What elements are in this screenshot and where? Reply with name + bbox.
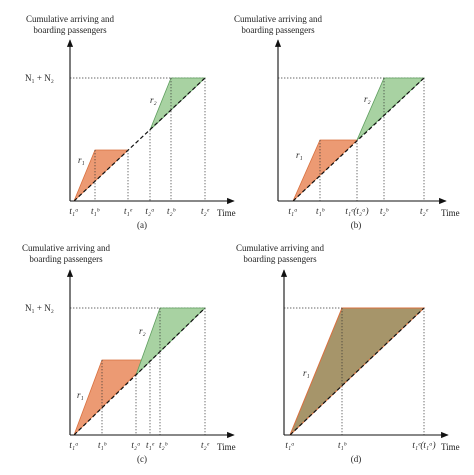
panel-b-ylabel-line2: boarding passengers bbox=[241, 25, 315, 35]
panel-d-r1-label: r₁ bbox=[303, 368, 310, 378]
panel-b-tick-t1a: t₁ᵃ bbox=[288, 206, 297, 216]
panel-a-tick-t1b: t₁ᵇ bbox=[91, 206, 100, 216]
panel-a-caption: (a) bbox=[137, 220, 147, 230]
panel-d-tick-t1e-t1a: t₁ᵉ(t₁ᵃ) bbox=[412, 440, 435, 450]
panel-a-r1-label: r₁ bbox=[78, 155, 85, 165]
panel-a-tick-t2e: t₂ᵉ bbox=[201, 206, 210, 216]
panel-c-tick-t2a: t₂ᵃ bbox=[131, 440, 140, 450]
panel-c: Cumulative arriving and boarding passeng… bbox=[22, 243, 236, 464]
panel-a-ylabel-line2: boarding passengers bbox=[33, 25, 107, 35]
panel-a-green-region bbox=[149, 77, 207, 131]
panel-d-caption: (d) bbox=[351, 454, 362, 464]
panel-a-ylabel-line1: Cumulative arriving and bbox=[26, 14, 114, 24]
panel-b-ylabel-line1: Cumulative arriving and bbox=[234, 14, 322, 24]
panel-d-ylabel-line1: Cumulative arriving and bbox=[236, 243, 324, 253]
panel-b-tick-t1e-t2a: t₁ᵉ(t₂ᵃ) bbox=[345, 206, 368, 216]
panel-c-tick-t1b: t₁ᵇ bbox=[98, 440, 107, 450]
panel-c-time-label: Time bbox=[217, 442, 236, 452]
panel-c-r1-label: r₁ bbox=[77, 390, 84, 400]
panel-b: Cumulative arriving and boarding passeng… bbox=[234, 14, 460, 230]
panel-a-tick-t1e: t₁ᵉ bbox=[124, 206, 133, 216]
panel-d-tick-t1a: t₁ᵃ bbox=[285, 440, 294, 450]
panel-c-n-label: N₁ + N₂ bbox=[25, 303, 54, 313]
panel-d: Cumulative arriving and boarding passeng… bbox=[236, 243, 460, 464]
panel-b-tick-t2e: t₂ᵉ bbox=[420, 206, 429, 216]
panel-a-time-label: Time bbox=[217, 208, 236, 218]
panel-a-r2-label: r₂ bbox=[150, 95, 157, 105]
panel-a-tick-t2a: t₂ᵃ bbox=[145, 206, 154, 216]
panel-a-tick-t2b: t₂ᵇ bbox=[167, 206, 176, 216]
panel-c-r2-label: r₂ bbox=[139, 326, 146, 336]
panel-a-n-label: N₁ + N₂ bbox=[25, 73, 54, 83]
panel-c-ylabel-line1: Cumulative arriving and bbox=[22, 243, 110, 253]
panel-d-time-label: Time bbox=[441, 442, 460, 452]
panel-b-boarding-line bbox=[292, 77, 425, 202]
panel-b-tick-t1b: t₁ᵇ bbox=[316, 206, 325, 216]
panel-b-time-label: Time bbox=[441, 208, 460, 218]
panel-d-boarding-line bbox=[289, 307, 425, 436]
panel-c-ylabel-line2: boarding passengers bbox=[29, 254, 103, 264]
panel-a-tick-t1a: t₁ᵃ bbox=[69, 206, 78, 216]
panel-a: Cumulative arriving and boarding passeng… bbox=[25, 14, 236, 230]
panel-c-tick-t1a: t₁ᵃ bbox=[69, 440, 78, 450]
panel-b-tick-t2b: t₂ᵇ bbox=[380, 206, 389, 216]
panel-d-tick-t1b: t₁ᵇ bbox=[338, 440, 347, 450]
panel-a-boarding-line bbox=[73, 77, 206, 202]
panel-b-caption: (b) bbox=[351, 220, 362, 230]
panel-c-caption: (c) bbox=[137, 454, 147, 464]
panel-b-r1-label: r₁ bbox=[296, 150, 303, 160]
panel-c-tick-t2b: t₂ᵇ bbox=[159, 440, 168, 450]
panel-b-r2-label: r₂ bbox=[364, 94, 371, 104]
panel-c-boarding-line bbox=[73, 307, 206, 436]
panel-c-tick-t1e: t₁ᵉ bbox=[146, 440, 155, 450]
panel-d-ylabel-line2: boarding passengers bbox=[243, 254, 317, 264]
panel-c-tick-t2e: t₂ᵉ bbox=[201, 440, 210, 450]
